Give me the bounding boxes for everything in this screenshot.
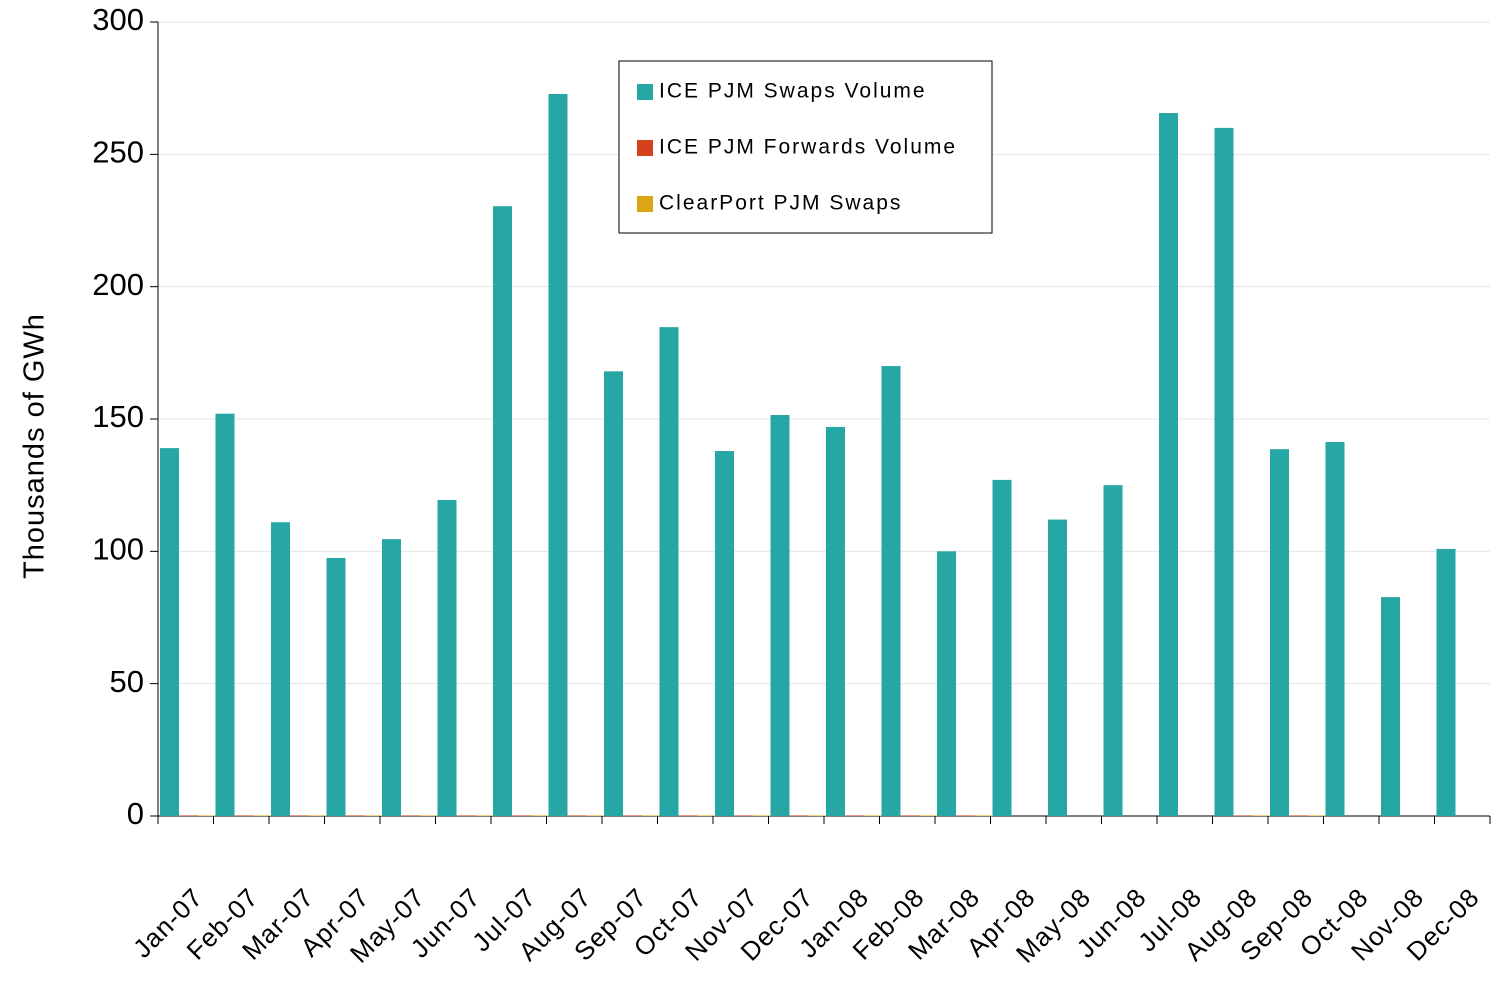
bar (234, 815, 254, 816)
y-tick-label: 50 (110, 664, 144, 699)
bar (642, 815, 661, 816)
y-tick-label: 0 (127, 796, 144, 831)
bar (623, 815, 642, 816)
bar (919, 815, 939, 816)
bar (253, 815, 273, 816)
bar (271, 522, 290, 816)
bar (881, 366, 901, 816)
bar (531, 815, 550, 816)
bar (326, 557, 346, 816)
bar (548, 93, 568, 817)
bar (179, 815, 198, 816)
legend-swatch (637, 84, 653, 100)
bar (715, 451, 734, 816)
y-tick-label: 300 (92, 2, 144, 37)
bar (382, 539, 401, 816)
bar (992, 479, 1012, 816)
bar (1048, 519, 1067, 816)
bar (956, 815, 975, 816)
bar (1233, 815, 1253, 816)
bar (770, 415, 790, 816)
bar (401, 815, 420, 816)
bar (808, 815, 828, 816)
bar (1308, 815, 1327, 816)
bar (1436, 548, 1456, 816)
bar (290, 815, 309, 816)
bar (309, 815, 328, 816)
bar (900, 815, 920, 816)
bar (604, 371, 623, 816)
bar (586, 815, 606, 816)
legend-swatch (637, 140, 653, 156)
bar (215, 413, 235, 816)
bar (659, 327, 679, 816)
bar (198, 815, 217, 816)
bar (937, 551, 956, 816)
bar (1252, 815, 1272, 816)
bar (364, 815, 384, 816)
legend-label: ICE PJM Forwards Volume (659, 136, 957, 159)
bar (420, 815, 439, 816)
bar (734, 815, 753, 816)
bar (678, 815, 698, 816)
legend-box (618, 60, 993, 234)
bar (826, 426, 845, 816)
bar (753, 815, 772, 816)
legend-swatch (637, 196, 653, 212)
bar (864, 815, 883, 816)
bar (789, 815, 809, 816)
bar (1289, 815, 1308, 816)
bar (437, 499, 457, 816)
bar (475, 815, 495, 816)
bar (567, 815, 587, 816)
legend-label: ClearPort PJM Swaps (659, 192, 902, 215)
y-tick-label: 150 (92, 399, 144, 434)
bar (493, 206, 512, 816)
bar (1159, 113, 1178, 816)
bar (1325, 442, 1345, 816)
y-axis-label: Thousands of GWh (19, 313, 51, 579)
bar (456, 815, 476, 816)
bar (160, 448, 179, 816)
bar (845, 815, 864, 816)
y-tick-label: 100 (92, 532, 144, 567)
bar (1103, 485, 1123, 816)
bar (1270, 449, 1289, 816)
bar (1214, 127, 1234, 816)
bar (975, 815, 994, 816)
bar (697, 815, 717, 816)
y-tick-label: 250 (92, 135, 144, 170)
bar (345, 815, 365, 816)
y-tick-label: 200 (92, 267, 144, 302)
bar (1381, 597, 1400, 816)
bar (512, 815, 531, 816)
legend-label: ICE PJM Swaps Volume (659, 80, 927, 103)
